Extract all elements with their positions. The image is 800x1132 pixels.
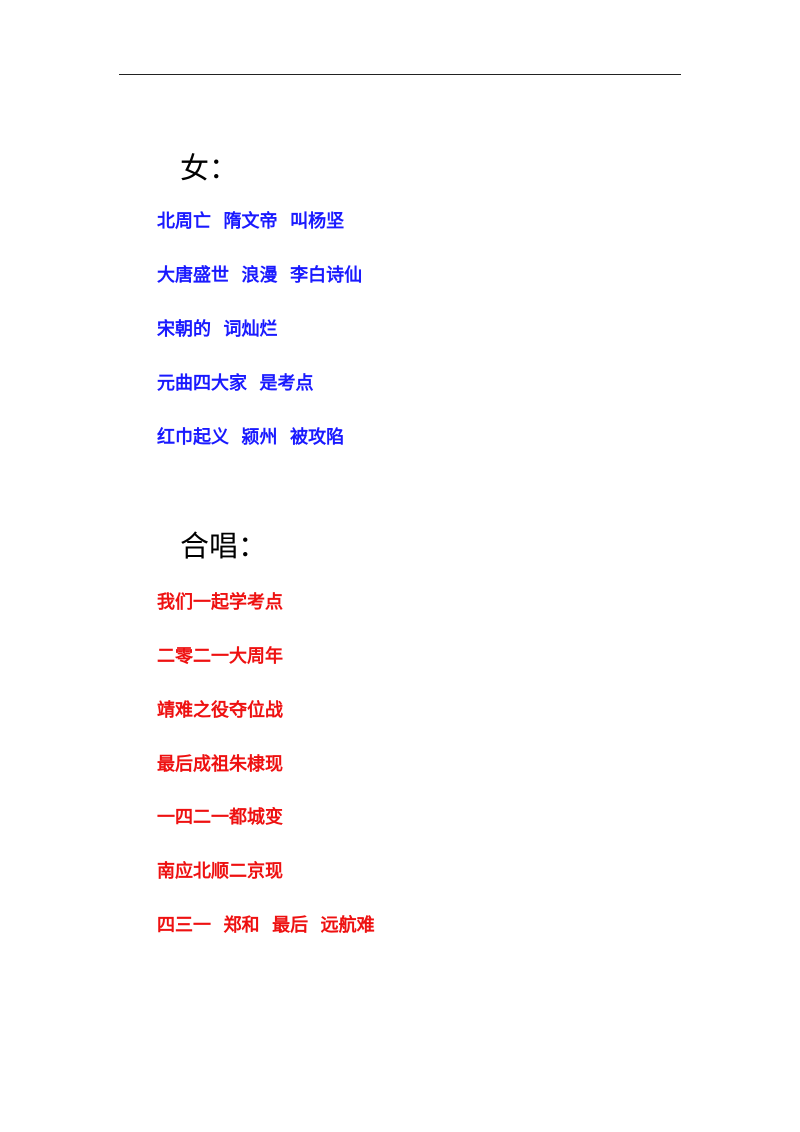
lyric-line: 红巾起义 颍州 被攻陷 <box>157 427 345 448</box>
female-heading: 女： <box>180 151 239 185</box>
lyric-line: 四三一 郑和 最后 远航难 <box>157 915 375 936</box>
lyric-line: 元曲四大家 是考点 <box>157 373 314 394</box>
lyric-line: 靖难之役夺位战 <box>157 700 283 721</box>
lyric-line: 最后成祖朱棣现 <box>157 754 283 775</box>
lyric-line: 二零二一大周年 <box>157 646 283 667</box>
lyric-line: 一四二一都城变 <box>157 807 283 828</box>
lyric-line: 北周亡 隋文帝 叫杨坚 <box>157 211 345 232</box>
chorus-heading: 合唱： <box>180 529 268 563</box>
lyric-line: 大唐盛世 浪漫 李白诗仙 <box>157 265 363 286</box>
lyric-line: 我们一起学考点 <box>157 592 283 613</box>
header-rule <box>119 74 681 75</box>
lyric-line: 宋朝的 词灿烂 <box>157 319 278 340</box>
lyric-line: 南应北顺二京现 <box>157 861 283 882</box>
